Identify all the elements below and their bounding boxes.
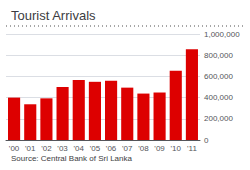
- svg-text:200,000: 200,000: [204, 114, 233, 123]
- svg-text:Source: Central Bank of Sri La: Source: Central Bank of Sri Lanka: [11, 154, 133, 163]
- svg-text:'08: '08: [138, 144, 149, 153]
- svg-text:'06: '06: [106, 144, 117, 153]
- svg-text:'10: '10: [171, 144, 182, 153]
- svg-text:'11: '11: [187, 144, 197, 153]
- svg-text:'02: '02: [41, 144, 52, 153]
- svg-text:'01: '01: [25, 144, 36, 153]
- svg-text:'04: '04: [74, 144, 85, 153]
- svg-text:'09: '09: [154, 144, 165, 153]
- svg-text:0: 0: [204, 136, 209, 145]
- svg-text:'03: '03: [57, 144, 68, 153]
- svg-text:'05: '05: [90, 144, 101, 153]
- svg-text:600,000: 600,000: [204, 72, 233, 81]
- svg-text:Tourist Arrivals: Tourist Arrivals: [11, 8, 96, 23]
- svg-text:'00: '00: [9, 144, 20, 153]
- svg-text:'07: '07: [122, 144, 133, 153]
- svg-text:800,000: 800,000: [204, 51, 233, 60]
- svg-text:400,000: 400,000: [204, 93, 233, 102]
- svg-text:1,000,000: 1,000,000: [204, 30, 240, 39]
